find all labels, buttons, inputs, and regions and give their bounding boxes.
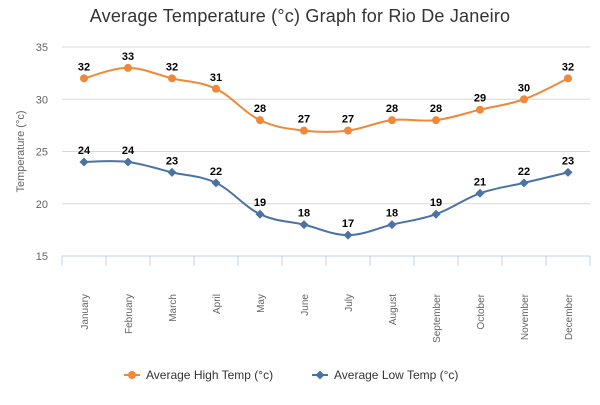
y-tick-label: 30 (36, 94, 48, 106)
legend-marker-icon (128, 371, 136, 379)
data-point (564, 74, 572, 83)
series-low-temp: 24 24 23 22 19 18 17 18 19 21 22 23 (78, 145, 574, 240)
data-point (475, 188, 485, 198)
data-point (344, 126, 352, 135)
data-point (167, 167, 177, 177)
data-label: 18 (298, 208, 310, 220)
data-label: 17 (342, 218, 354, 230)
data-point (211, 178, 221, 188)
x-tick-label: May (256, 294, 267, 313)
data-label: 24 (122, 145, 135, 157)
data-point (520, 95, 528, 104)
legend-label: Average High Temp (°c) (146, 368, 273, 382)
y-gridlines (62, 46, 590, 205)
data-point (388, 116, 396, 125)
data-point (343, 230, 353, 240)
data-label: 31 (210, 72, 222, 84)
x-tick-label: November (520, 293, 531, 340)
data-point (124, 63, 132, 72)
data-point (519, 178, 529, 188)
data-point (300, 126, 308, 135)
data-label: 33 (122, 51, 134, 63)
x-tick-label: August (388, 294, 399, 325)
data-label: 28 (386, 103, 398, 115)
data-label: 23 (562, 155, 574, 167)
data-point (256, 116, 264, 125)
data-point (168, 74, 176, 83)
data-label: 30 (518, 82, 530, 94)
x-tick-label: February (124, 294, 135, 334)
legend-item-high-temp: Average High Temp (°c) (124, 368, 273, 382)
data-point (212, 84, 220, 93)
legend-label: Average Low Temp (°c) (334, 368, 458, 382)
chart-title: Average Temperature (°c) Graph for Rio D… (89, 6, 511, 26)
data-label: 27 (342, 114, 354, 126)
data-label: 21 (474, 176, 486, 188)
data-point (299, 220, 309, 230)
y-tick-label: 20 (36, 199, 48, 211)
data-label: 32 (562, 61, 574, 73)
data-point (123, 157, 133, 167)
data-point (387, 220, 397, 230)
y-tick-label: 35 (36, 42, 48, 54)
data-label: 22 (518, 166, 530, 178)
data-point (431, 209, 441, 219)
data-label: 32 (78, 61, 90, 73)
data-label: 19 (254, 197, 266, 209)
x-tick-label: September (432, 293, 443, 343)
data-label: 32 (166, 61, 178, 73)
data-point (476, 105, 484, 114)
data-point (563, 167, 573, 177)
data-point (432, 116, 440, 125)
data-label: 22 (210, 166, 222, 178)
x-tick-label: December (564, 293, 575, 340)
data-label: 28 (430, 103, 442, 115)
y-tick-label: 15 (36, 251, 48, 263)
series-high-temp: 32 33 32 31 28 27 27 28 28 29 30 32 (78, 51, 574, 135)
legend: Average High Temp (°c) Average Low Temp (… (124, 368, 458, 382)
series-line (83, 66, 569, 134)
x-tick-label: January (80, 294, 91, 330)
x-tick-label: April (212, 294, 223, 314)
data-label: 24 (78, 145, 91, 157)
data-label: 28 (254, 103, 266, 115)
data-point (255, 209, 265, 219)
y-axis-title: Temperature (°c) (15, 110, 27, 192)
x-tick-label: October (476, 293, 487, 329)
data-point (79, 157, 89, 167)
data-point (80, 74, 88, 83)
legend-item-low-temp: Average Low Temp (°c) (312, 368, 458, 382)
x-tick-label: March (168, 294, 179, 322)
x-tick-label: June (300, 294, 311, 316)
x-tick-label: July (344, 294, 355, 312)
data-label: 27 (298, 114, 310, 126)
data-label: 29 (474, 93, 486, 105)
legend-marker-icon (315, 370, 325, 380)
data-label: 18 (386, 208, 398, 220)
data-label: 19 (430, 197, 442, 209)
series-line (83, 160, 569, 237)
data-label: 23 (166, 155, 178, 167)
y-tick-label: 25 (36, 147, 48, 159)
